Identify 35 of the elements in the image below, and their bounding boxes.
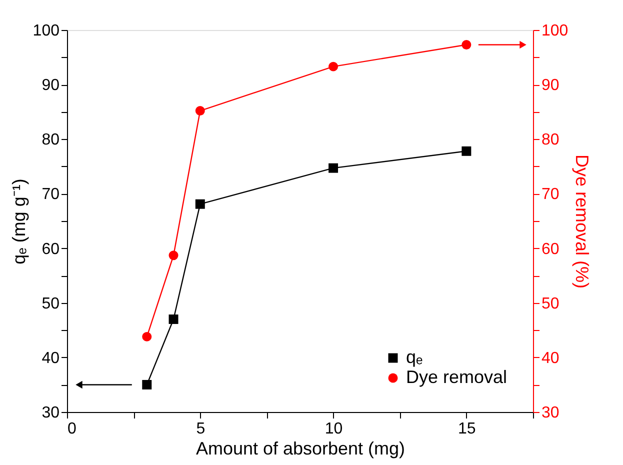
point bbox=[462, 40, 472, 50]
y-axis-title: qₑ (mg g⁻¹) bbox=[8, 178, 29, 264]
y2-axis-title: Dye removal (%) bbox=[572, 154, 592, 289]
point bbox=[142, 380, 152, 390]
y-tick-label: 50 bbox=[42, 295, 60, 312]
point bbox=[462, 146, 472, 156]
y-tick-label: 100 bbox=[32, 22, 60, 40]
y2-tick-label: 40 bbox=[542, 350, 560, 367]
point bbox=[168, 314, 178, 324]
legend-label: Dye removal bbox=[406, 367, 508, 387]
x-tick-label: 15 bbox=[458, 420, 476, 438]
y-tick-label: 80 bbox=[42, 132, 60, 149]
y2-tick-label: 60 bbox=[542, 240, 560, 258]
y-tick-label: 60 bbox=[42, 240, 60, 258]
y-tick-label: 90 bbox=[42, 77, 60, 94]
y2-tick-label: 80 bbox=[542, 132, 560, 149]
point bbox=[142, 332, 152, 342]
point bbox=[328, 163, 338, 173]
point bbox=[328, 62, 338, 72]
x-tick-label: 0 bbox=[68, 420, 76, 438]
point bbox=[195, 106, 205, 116]
y2-tick-label: 70 bbox=[542, 186, 560, 204]
x-tick-label: 10 bbox=[324, 420, 343, 438]
y-tick-label: 40 bbox=[42, 350, 60, 367]
y2-tick-label: 50 bbox=[542, 295, 560, 312]
y-tick-label: 70 bbox=[42, 186, 60, 204]
x-axis-title: Amount of absorbent (mg) bbox=[196, 438, 406, 458]
legend-label: qₑ bbox=[406, 347, 424, 367]
point bbox=[168, 250, 178, 260]
point bbox=[195, 199, 205, 209]
x-tick-label: 5 bbox=[196, 420, 206, 438]
y2-tick-label: 90 bbox=[542, 77, 560, 94]
y2-tick-label: 100 bbox=[542, 22, 568, 40]
y-tick-label: 30 bbox=[42, 404, 60, 422]
y2-tick-label: 30 bbox=[542, 404, 560, 422]
